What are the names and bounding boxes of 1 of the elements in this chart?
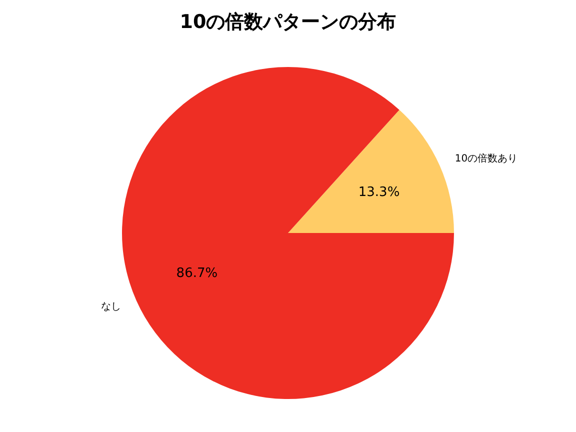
title: 10の倍数パターンの分布 (180, 11, 396, 33)
